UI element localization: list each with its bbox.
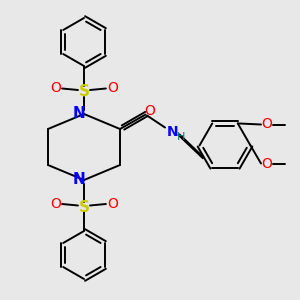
Text: H: H <box>177 132 186 142</box>
Text: O: O <box>50 82 61 95</box>
Text: O: O <box>107 82 118 95</box>
Text: O: O <box>107 197 118 211</box>
Text: O: O <box>262 118 272 131</box>
Text: O: O <box>145 104 155 118</box>
Text: S: S <box>79 84 89 99</box>
Text: N: N <box>72 106 85 122</box>
Text: S: S <box>79 200 89 214</box>
Text: O: O <box>262 157 272 170</box>
Text: O: O <box>50 197 61 211</box>
Text: N: N <box>167 125 178 139</box>
Text: N: N <box>72 172 85 188</box>
